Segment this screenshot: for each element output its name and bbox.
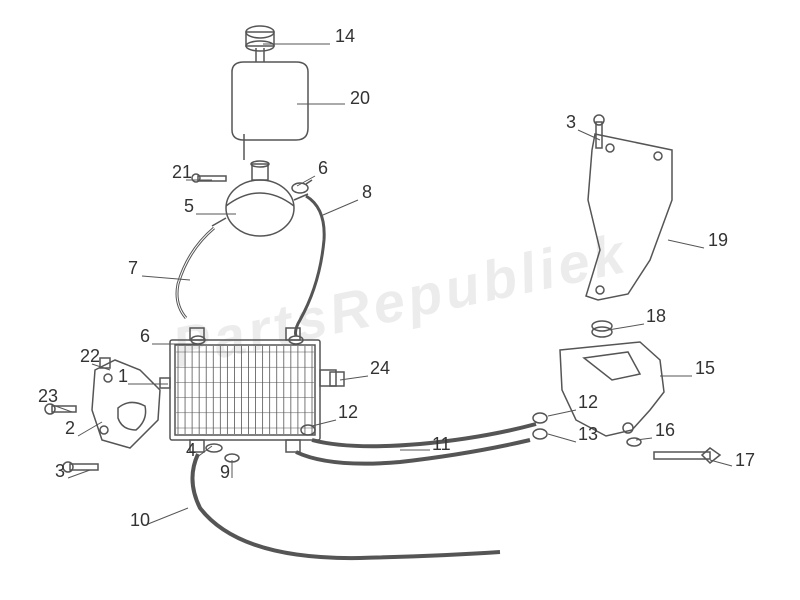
callout-12: 12 — [578, 392, 598, 413]
callout-10: 10 — [130, 510, 150, 531]
grommet-18 — [592, 321, 612, 337]
bracket-19 — [586, 134, 672, 300]
bolt-17 — [654, 448, 720, 463]
radiator — [160, 328, 336, 452]
callout-18: 18 — [646, 306, 666, 327]
tank-lower — [212, 161, 308, 236]
clamp-13 — [533, 429, 547, 439]
callout-19: 19 — [708, 230, 728, 251]
callout-3: 3 — [566, 112, 576, 133]
callout-6: 6 — [318, 158, 328, 179]
callout-8: 8 — [362, 182, 372, 203]
callout-5: 5 — [184, 196, 194, 217]
clamp-12-right — [533, 413, 547, 423]
callout-1: 1 — [118, 366, 128, 387]
callout-4: 4 — [186, 440, 196, 461]
callout-22: 22 — [80, 346, 100, 367]
callout-12: 12 — [338, 402, 358, 423]
hose-10 — [192, 454, 500, 558]
callout-14: 14 — [335, 26, 355, 47]
clamp-6-top — [292, 180, 312, 193]
callout-9: 9 — [220, 462, 230, 483]
hose-7 — [177, 228, 214, 318]
hose-11b — [312, 424, 536, 446]
callout-20: 20 — [350, 88, 370, 109]
callout-13: 13 — [578, 424, 598, 445]
bracket-15 — [560, 342, 664, 436]
callout-17: 17 — [735, 450, 755, 471]
callout-16: 16 — [655, 420, 675, 441]
callout-2: 2 — [65, 418, 75, 439]
hose-8 — [296, 196, 325, 336]
callout-7: 7 — [128, 258, 138, 279]
diagram-svg — [0, 0, 800, 600]
callout-23: 23 — [38, 386, 58, 407]
callout-6: 6 — [140, 326, 150, 347]
clamp-12-left — [301, 425, 315, 435]
screw-3-right — [594, 115, 604, 148]
callout-3: 3 — [55, 461, 65, 482]
callout-11: 11 — [432, 434, 451, 455]
screw-3-left — [63, 462, 98, 472]
tank-upper — [232, 26, 308, 160]
callout-24: 24 — [370, 358, 390, 379]
callout-21: 21 — [172, 162, 192, 183]
screw-21 — [192, 174, 226, 182]
washer-4 — [206, 444, 222, 452]
callout-15: 15 — [695, 358, 715, 379]
